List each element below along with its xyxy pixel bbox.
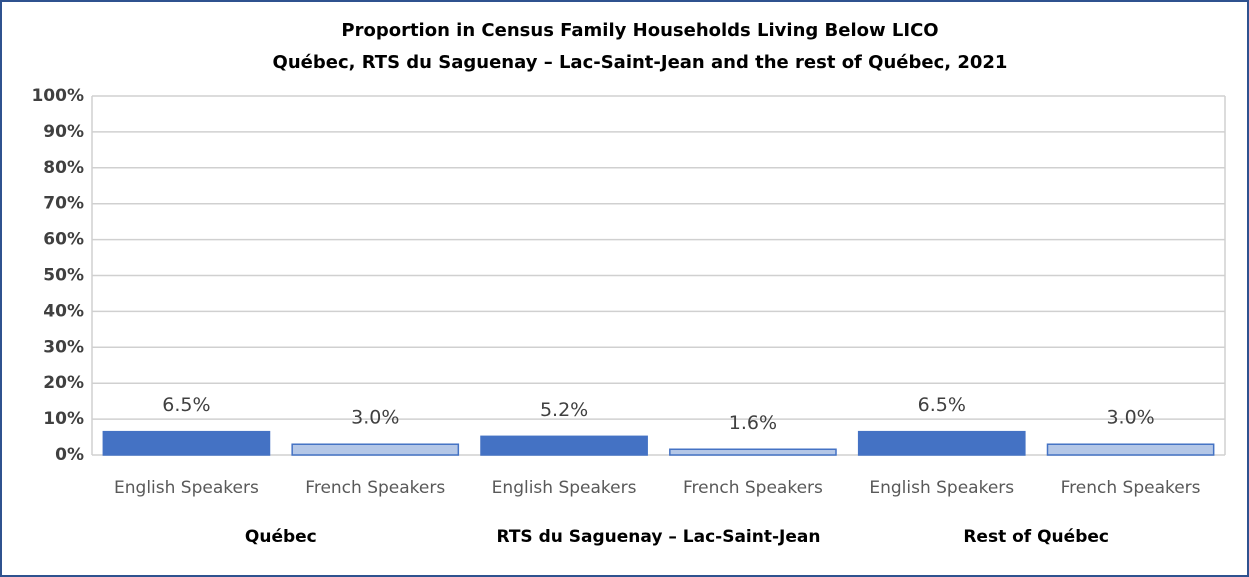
bar bbox=[480, 435, 648, 456]
data-label: 3.0% bbox=[1106, 407, 1154, 429]
chart-subtitle: Québec, RTS du Saguenay – Lac-Saint-Jean… bbox=[273, 52, 1008, 73]
chart-title: Proportion in Census Family Households L… bbox=[341, 20, 938, 41]
y-tick-label: 100% bbox=[31, 86, 84, 106]
y-tick-label: 30% bbox=[43, 337, 84, 357]
y-tick-label: 0% bbox=[55, 445, 84, 465]
bar bbox=[669, 448, 837, 456]
x-tick-label: French Speakers bbox=[1061, 478, 1201, 498]
x-tick-label: English Speakers bbox=[492, 478, 637, 498]
bar bbox=[857, 430, 1026, 456]
y-tick-label: 60% bbox=[43, 230, 84, 250]
bar bbox=[291, 443, 460, 456]
bar bbox=[1046, 443, 1215, 456]
x-tick-label: English Speakers bbox=[869, 478, 1014, 498]
y-tick-label: 40% bbox=[43, 301, 84, 321]
y-tick-label: 90% bbox=[43, 122, 84, 142]
x-tick-label: French Speakers bbox=[305, 478, 445, 498]
data-label: 5.2% bbox=[540, 399, 588, 421]
bar bbox=[102, 430, 271, 456]
y-tick-label: 70% bbox=[43, 194, 84, 214]
data-label: 6.5% bbox=[162, 394, 210, 416]
data-label: 3.0% bbox=[351, 407, 399, 429]
y-tick-label: 20% bbox=[43, 373, 84, 393]
data-label: 1.6% bbox=[729, 412, 777, 434]
data-label: 6.5% bbox=[918, 394, 966, 416]
y-tick-label: 80% bbox=[43, 158, 84, 178]
group-label: Rest of Québec bbox=[963, 526, 1109, 547]
group-label: RTS du Saguenay – Lac-Saint-Jean bbox=[496, 526, 821, 547]
x-tick-label: French Speakers bbox=[683, 478, 823, 498]
group-label: Québec bbox=[244, 526, 317, 547]
y-tick-label: 10% bbox=[43, 409, 84, 429]
x-tick-label: English Speakers bbox=[114, 478, 259, 498]
y-tick-label: 50% bbox=[43, 266, 84, 286]
